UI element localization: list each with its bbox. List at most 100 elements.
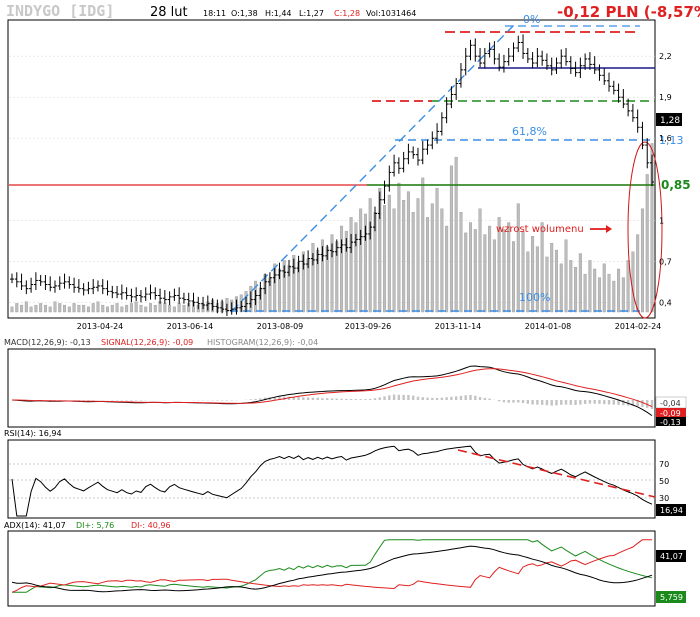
macd-histogram-bar [374, 398, 376, 400]
volume-bar [149, 303, 152, 312]
volume-bar [455, 157, 458, 312]
macd-histogram-bar [340, 399, 342, 400]
close-label: C:1,28 [334, 9, 360, 18]
volume-bar [503, 229, 506, 312]
macd-histogram-bar [297, 397, 299, 400]
y-tick-label: 1,9 [659, 93, 672, 102]
rsi-tick-70: 70 [659, 460, 669, 469]
macd-histogram-bar [498, 400, 500, 401]
volume-bar [130, 303, 133, 312]
volume-bar [641, 209, 644, 312]
macd-histogram-bar [388, 395, 390, 400]
rsi-tick-30: 30 [659, 494, 669, 503]
volume-bar [479, 209, 482, 312]
macd-histogram-bar [517, 400, 519, 403]
volume-bar [555, 250, 558, 312]
x-tick-label: 2013-08-09 [257, 322, 304, 331]
volume-bar [608, 274, 611, 312]
hist-value: -0,04 [660, 399, 681, 408]
macd-histogram-bar [603, 400, 605, 404]
low-label: L:1,27 [299, 9, 324, 18]
macd-histogram-bar [436, 398, 438, 400]
macd-histogram-bar [465, 395, 467, 400]
volume-bar [78, 305, 81, 312]
volume-bar [350, 217, 353, 312]
volume-bar [550, 243, 553, 312]
y-tick-label: 1,6 [659, 134, 672, 143]
volume-bar [646, 174, 649, 312]
adx-legend: ADX(14): 41,07 [4, 521, 66, 530]
volume-bar [488, 226, 491, 312]
macd-histogram-bar [393, 395, 395, 400]
volume-bar [431, 204, 434, 312]
volume-bar [39, 303, 42, 312]
volume-bar [140, 305, 143, 312]
high-label: H:1,44 [265, 9, 292, 18]
macd-histogram-bar [560, 400, 562, 405]
macd-histogram-bar [445, 397, 447, 400]
volume-bar [412, 212, 415, 312]
volume-bar [383, 205, 386, 312]
volume-bar [603, 264, 606, 312]
volume-bar [388, 195, 391, 312]
macd-value: -0,13 [660, 418, 681, 427]
volume-bar [73, 303, 76, 312]
x-tick-label: 2013-09-26 [345, 322, 392, 331]
macd-histogram-bar [460, 396, 462, 400]
macd-histogram-bar [479, 397, 481, 400]
macd-histogram-bar [412, 396, 414, 400]
macd-histogram-bar [125, 400, 127, 401]
volume-bar [469, 223, 472, 312]
volume-bar [484, 235, 487, 312]
volume-bar [82, 305, 85, 312]
macd-histogram-bar [312, 398, 314, 400]
volume-bar [617, 269, 620, 312]
volume-bar [393, 209, 396, 312]
volume-bar [125, 305, 128, 312]
volume-bar [20, 305, 23, 312]
volume-bar [164, 303, 167, 312]
volume-bar [426, 217, 429, 312]
volume-highlight-ellipse [628, 142, 662, 318]
volume-bar [398, 183, 401, 312]
macd-histogram-bar [226, 400, 228, 401]
volume-bar [369, 198, 372, 312]
rsi-value: 16,94 [660, 506, 683, 515]
volume-bar [612, 281, 615, 312]
macd-histogram-bar [622, 400, 624, 405]
volume-bar [154, 305, 157, 312]
volume-bar [632, 252, 635, 312]
volume-annotation: wzrost wolumenu [496, 224, 584, 235]
macd-histogram-bar [307, 397, 309, 400]
macd-histogram-bar [584, 400, 586, 404]
diminus-legend: DI-: 40,96 [131, 521, 171, 530]
macd-histogram-bar [355, 399, 357, 400]
volume-bar [565, 240, 568, 312]
volume-bar [68, 307, 71, 312]
macd-histogram-bar [326, 398, 328, 400]
macd-histogram-bar [431, 398, 433, 400]
volume-bar [359, 209, 362, 312]
volume-bar [25, 302, 28, 312]
macd-histogram-bar [336, 399, 338, 400]
volume-bar [44, 305, 47, 312]
macd-histogram-bar [379, 397, 381, 400]
diplus-legend: DI+: 5,76 [76, 521, 114, 530]
volume-bar [402, 200, 405, 312]
volume-bar [97, 302, 100, 312]
histogram-legend: HISTOGRAM(12,26,9): -0,04 [207, 338, 318, 347]
fib-618-label: 61,8% [512, 125, 547, 138]
volume-bar [92, 303, 95, 312]
x-tick-label: 2013-11-14 [435, 322, 482, 331]
macd-histogram-bar [383, 396, 385, 400]
macd-histogram-bar [579, 400, 581, 405]
volume-bar [450, 166, 453, 312]
volume-bar [579, 254, 582, 312]
volume-bar [58, 303, 61, 312]
volume-bar [441, 209, 444, 312]
macd-histogram-bar [130, 400, 132, 401]
macd-histogram-bar [402, 395, 404, 400]
macd-histogram-bar [135, 400, 137, 401]
fib-100-label: 100% [519, 291, 550, 304]
